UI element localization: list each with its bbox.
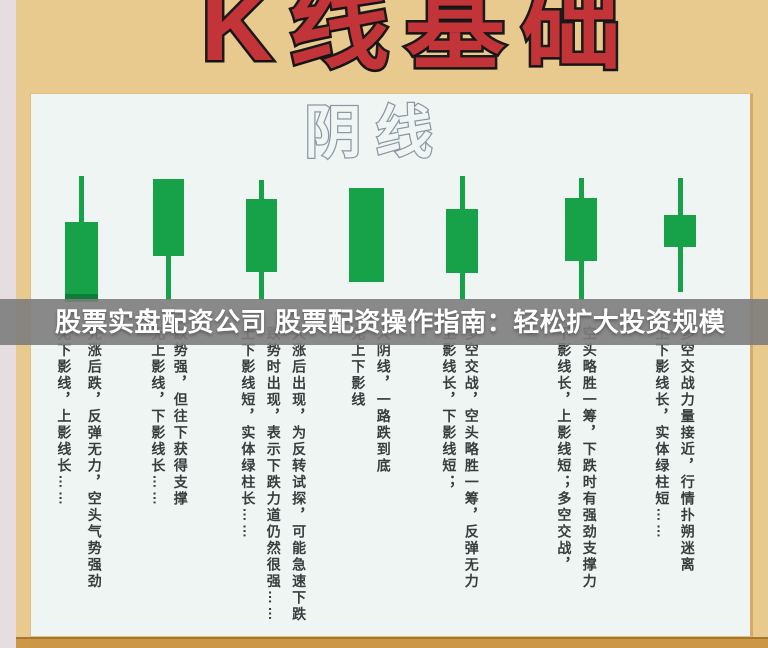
lower-shadow xyxy=(677,247,683,292)
upper-shadow xyxy=(258,180,264,199)
upper-shadow xyxy=(459,176,465,209)
candlestick-3-short-shadows-long-green-body xyxy=(245,180,277,300)
headline-text: 股票实盘配资公司 股票配资操作指南：轻松扩大投资规模 xyxy=(55,307,726,337)
candle-description-4: 无上下影线 大阴线，一路跌到底 xyxy=(350,326,391,634)
candle-body xyxy=(664,215,696,247)
candlestick-5-long-upper-short-lower xyxy=(446,176,478,300)
candlestick-4-marubozu-no-shadows xyxy=(348,188,384,282)
description-line: 无上下影线 xyxy=(350,326,367,409)
description-line: 无下影线，上影线长…… xyxy=(56,326,73,508)
description-line: 先涨后跌，反弹无力，空头气势强劲 xyxy=(86,326,103,590)
section-heading-yinxian: 阴线 xyxy=(303,101,447,166)
candle-description-3: 上下影线短，实体绿柱长…… 跌势时出现，表示下跌力道仍然很强…… 大涨后出现，为反转… xyxy=(240,326,308,634)
lower-shadow xyxy=(578,261,584,300)
description-line: 下影线长，上影线短；多空交战， xyxy=(556,326,573,574)
candle-description-5: 上影线长，下影线短； 多空交战，空头略胜一筹，反弹无力 xyxy=(441,326,479,634)
candlestick-7-spinning-top-long-shadows xyxy=(664,178,696,292)
candlestick-1-long-upper-shadow-no-lower xyxy=(64,176,98,302)
candle-description-2: 无上影线，下影线长…… 跌势强，但往下获得支撑 xyxy=(150,326,188,634)
description-line: 上影线长，下影线短； xyxy=(441,326,458,491)
poster-title: K线基础 xyxy=(198,0,638,82)
description-line: 无上影线，下影线长…… xyxy=(150,326,167,508)
candlestick-6-long-lower-short-upper xyxy=(565,178,597,300)
candle-body-bottom-edge xyxy=(64,294,98,302)
lower-shadow xyxy=(258,272,264,300)
description-line: 多空交战力量接近，行情扑朔迷离 xyxy=(679,326,696,574)
description-line: 上下影线短，实体绿柱长…… xyxy=(240,326,257,541)
candle-description-7: 上下影线长，实体绿柱短…… 多空交战力量接近，行情扑朔迷离 xyxy=(654,326,695,634)
description-line: 多空交战，空头略胜一筹，反弹无力 xyxy=(463,326,480,590)
description-line: 跌势时出现，表示下跌力道仍然很强…… xyxy=(265,326,282,623)
lower-shadow xyxy=(459,273,465,300)
chart-panel xyxy=(30,93,753,637)
candle-body xyxy=(152,179,184,256)
description-line: 大阴线，一路跌到底 xyxy=(375,326,392,475)
upper-shadow xyxy=(677,178,683,215)
description-line: 大涨后出现，为反转试探，可能急速下跌 xyxy=(291,326,308,623)
candle-body xyxy=(64,222,98,302)
candle-body xyxy=(565,198,597,261)
description-line: 跌势强，但往下获得支撑 xyxy=(172,326,189,508)
bottom-edge-strip xyxy=(16,637,768,648)
candle-description-6: 下影线长，上影线短；多空交战， 空头略胜一筹，下跌时有强劲支撑力 xyxy=(556,326,597,634)
candle-body xyxy=(446,209,478,273)
candle-description-1: 无下影线，上影线长…… 先涨后跌，反弹无力，空头气势强劲 xyxy=(56,326,102,634)
upper-shadow xyxy=(78,176,84,222)
headline-banner: 股票实盘配资公司 股票配资操作指南：轻松扩大投资规模 xyxy=(0,299,768,345)
upper-shadow xyxy=(578,178,584,198)
description-line: 空头略胜一筹，下跌时有强劲支撑力 xyxy=(581,326,598,590)
candlestick-2-long-lower-shadow-no-upper xyxy=(152,179,184,300)
lower-shadow xyxy=(165,256,171,300)
candle-body xyxy=(348,188,384,282)
candle-body xyxy=(245,199,277,272)
description-line: 上下影线长，实体绿柱短…… xyxy=(654,326,671,541)
